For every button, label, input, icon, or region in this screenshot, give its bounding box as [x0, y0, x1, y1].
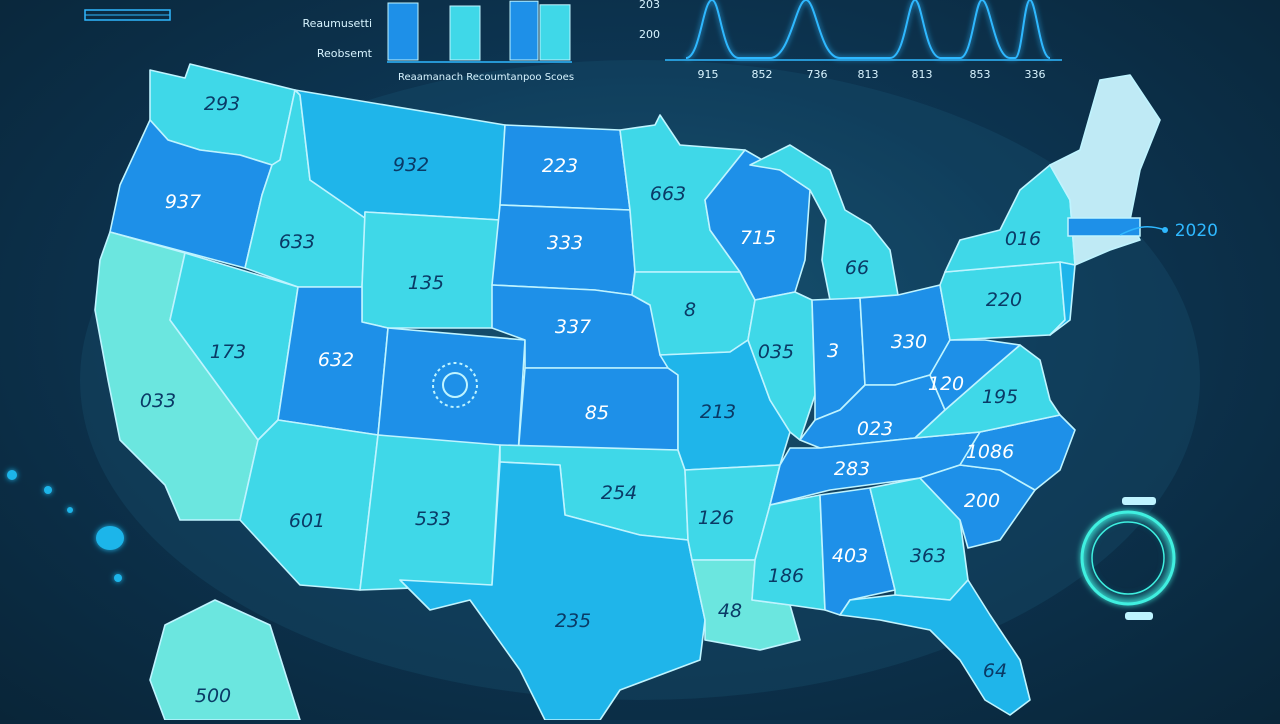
- state-label-SC: 200: [964, 490, 1000, 512]
- bar-chart-bars: [387, 0, 571, 61]
- state-label-LA: 48: [718, 600, 742, 622]
- annotation-2020: 2020: [1175, 221, 1218, 241]
- state-label-NM: 533: [415, 508, 451, 530]
- colorado-emblem-icon: [432, 362, 478, 408]
- bar-1: [449, 5, 481, 61]
- state-TX[interactable]: [399, 461, 706, 721]
- bar-0: [387, 2, 419, 61]
- line-chart-x-tick: 736: [807, 68, 828, 81]
- states-layer: [94, 63, 1161, 721]
- state-label-OH: 330: [891, 331, 927, 353]
- state-label-MI: 66: [845, 257, 869, 279]
- state-label-IL: 035: [758, 341, 794, 363]
- line-chart-x-tick: 915: [698, 68, 719, 81]
- state-CO[interactable]: [377, 327, 526, 456]
- state-label-AK: 500: [195, 685, 231, 707]
- top-line-chart-panel: 203 200 915 852 736 813 813 853 336: [639, 0, 1062, 81]
- line-chart-x-tick: 852: [752, 68, 773, 81]
- state-label-IN: 3: [827, 340, 839, 362]
- state-label-TN: 283: [834, 458, 870, 480]
- state-label-VA: 195: [982, 386, 1018, 408]
- state-label-SD: 333: [547, 232, 583, 254]
- line-chart-x-tick: 336: [1025, 68, 1046, 81]
- highlight-bar-new-england: [1067, 217, 1141, 237]
- hud-ring-icon: [1080, 497, 1176, 620]
- state-WY[interactable]: [361, 211, 501, 329]
- state-label-PA: 220: [986, 289, 1022, 311]
- legend-line-1: Reaumusetti: [303, 17, 373, 30]
- hawaii-islands: [7, 470, 124, 582]
- state-label-MT: 932: [393, 154, 429, 176]
- bar-3: [539, 4, 571, 61]
- state-NJ[interactable]: [1049, 261, 1076, 336]
- state-label-AZ: 601: [289, 510, 325, 532]
- right-annotation: 2020: [1119, 221, 1218, 241]
- state-label-WY: 135: [408, 272, 444, 294]
- state-label-CA: 033: [140, 390, 176, 412]
- state-label-FL: 64: [983, 660, 1007, 682]
- state-label-ND: 223: [542, 155, 578, 177]
- line-chart-x-tick: 813: [858, 68, 879, 81]
- state-label-OR: 937: [165, 191, 201, 213]
- state-label-AL: 403: [832, 545, 868, 567]
- state-label-IA: 8: [684, 299, 696, 321]
- line-chart-series: [685, 0, 1051, 59]
- state-label-WI: 715: [740, 227, 776, 249]
- state-label-AR: 126: [698, 507, 734, 529]
- state-labels: 293 937 033 633 173 932 135 632 601 533 223 333 337 8…: [140, 93, 1041, 707]
- state-label-NE: 337: [555, 316, 591, 338]
- state-label-NV: 173: [210, 341, 246, 363]
- state-label-TX: 235: [555, 610, 591, 632]
- state-label-MN: 663: [650, 183, 686, 205]
- line-chart-y-tick-top: 203: [639, 0, 660, 11]
- state-FL[interactable]: [839, 579, 1031, 716]
- state-label-OK: 254: [601, 482, 637, 504]
- state-label-NC: 1086: [966, 441, 1014, 463]
- line-chart-x-ticks: 915 852 736 813 813 853 336: [698, 68, 1046, 81]
- line-chart-y-tick-bottom: 200: [639, 28, 660, 41]
- state-label-KS: 85: [585, 402, 609, 424]
- legend-line-2: Reobsemt: [317, 47, 373, 60]
- top-bar-chart-panel: Reaumusetti Reobsemt Reaamanach Recoumta…: [84, 0, 574, 83]
- line-chart-x-tick: 813: [912, 68, 933, 81]
- state-label-GA: 363: [910, 545, 946, 567]
- line-chart-x-tick: 853: [970, 68, 991, 81]
- state-label-MO: 213: [700, 401, 736, 423]
- state-label-WA: 293: [204, 93, 240, 115]
- state-label-WV: 120: [928, 373, 964, 395]
- state-label-MS: 186: [768, 565, 804, 587]
- bar-chart-caption: Reaamanach Recoumtanpoo Scoes: [398, 72, 574, 83]
- state-label-UT: 632: [318, 349, 354, 371]
- bar-2: [509, 0, 539, 61]
- state-label-NY: 016: [1005, 228, 1041, 250]
- state-label-ID: 633: [279, 231, 315, 253]
- state-label-KY: 023: [857, 418, 893, 440]
